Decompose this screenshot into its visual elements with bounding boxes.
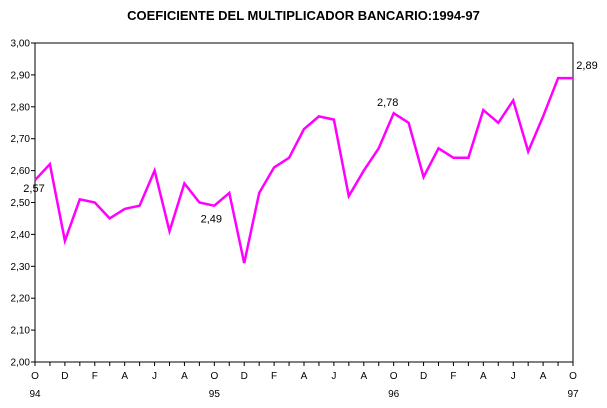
x-year-label: 97 (567, 389, 579, 400)
series-line (34, 76, 573, 264)
x-year-label: 94 (29, 389, 41, 400)
x-tick-label: J (331, 371, 336, 382)
x-tick-label: A (181, 371, 188, 382)
y-tick-label: 2,90 (11, 70, 31, 81)
x-tick-label: O (210, 371, 218, 382)
x-tick-label: A (360, 371, 367, 382)
y-tick-label: 2,80 (11, 102, 31, 113)
x-tick-label: F (92, 371, 98, 382)
plot-frame (34, 42, 574, 363)
y-tick-label: 2,70 (11, 134, 31, 145)
x-tick-label: F (450, 371, 456, 382)
x-tick-label: D (241, 371, 248, 382)
x-tick-label: J (511, 371, 516, 382)
y-tick-label: 3,00 (11, 39, 31, 50)
y-tick-label: 2,00 (11, 358, 31, 369)
x-year-label: 96 (388, 389, 400, 400)
data-label: 2,57 (23, 183, 44, 195)
y-tick-label: 2,40 (11, 230, 31, 241)
x-tick-label: D (420, 371, 427, 382)
x-year-label: 95 (209, 389, 221, 400)
y-tick-label: 2,60 (11, 166, 31, 177)
y-tick-label: 2,10 (11, 326, 31, 337)
x-tick-label: A (301, 371, 308, 382)
x-tick-label: O (31, 371, 39, 382)
x-tick-label: A (480, 371, 487, 382)
x-tick-label: D (61, 371, 68, 382)
y-tick-label: 2,30 (11, 262, 31, 273)
y-tick-label: 2,50 (11, 198, 31, 209)
x-tick-label: A (540, 371, 547, 382)
data-label: 2,78 (377, 97, 398, 109)
x-tick-label: O (569, 371, 577, 382)
data-label: 2,49 (201, 214, 222, 226)
chart-title: COEFICIENTE DEL MULTIPLICADOR BANCARIO:1… (127, 8, 480, 23)
y-tick-label: 2,20 (11, 294, 31, 305)
data-label: 2,89 (576, 60, 597, 72)
x-tick-label: O (390, 371, 398, 382)
x-tick-label: J (152, 371, 157, 382)
x-tick-label: A (121, 371, 128, 382)
x-tick-label: F (271, 371, 277, 382)
